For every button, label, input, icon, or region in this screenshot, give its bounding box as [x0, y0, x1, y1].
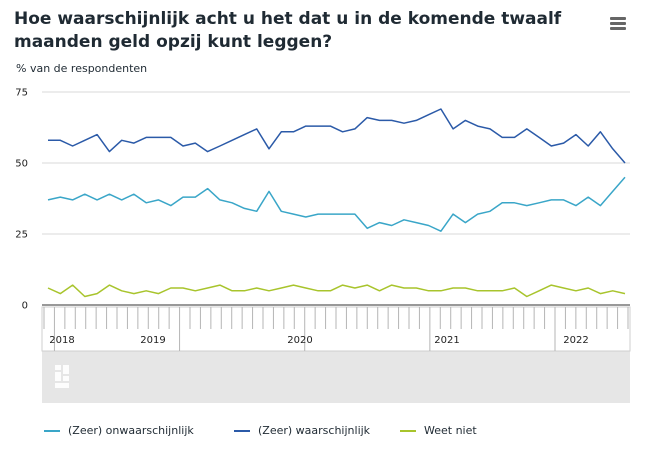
cbs-logo-icon — [55, 365, 69, 388]
navigator-year-label: 2018 — [49, 335, 74, 346]
series-lines — [47, 108, 626, 298]
series-line — [48, 108, 626, 164]
legend-swatch — [44, 429, 60, 432]
legend-item-onwaarschijnlijk[interactable]: (Zeer) onwaarschijnlijk — [44, 424, 194, 437]
legend-item-waarschijnlijk[interactable]: (Zeer) waarschijnlijk — [234, 424, 370, 437]
legend-swatch — [234, 429, 250, 432]
legend-label: (Zeer) waarschijnlijk — [258, 424, 371, 437]
y-tick-label: 0 — [22, 301, 28, 312]
series-line — [47, 284, 626, 298]
legend-swatch — [400, 429, 416, 432]
navigator-year-label: 2019 — [140, 335, 165, 346]
navigator-year-label: 2020 — [287, 335, 312, 346]
legend: (Zeer) onwaarschijnlijk (Zeer) waarschij… — [0, 424, 646, 444]
y-tick-label: 25 — [15, 230, 28, 241]
legend-label: Weet niet — [424, 424, 477, 437]
logo-block — [63, 365, 69, 374]
navigator: 2018 2019 2020 2021 2022 — [41, 306, 631, 403]
y-tick-label: 75 — [15, 88, 28, 99]
logo-block — [55, 383, 69, 388]
y-tick-label: 50 — [15, 159, 28, 170]
legend-label: (Zeer) onwaarschijnlijk — [68, 424, 194, 437]
navigator-year-label: 2022 — [563, 335, 588, 346]
grid-lines — [42, 91, 630, 306]
series-line — [47, 176, 626, 232]
hamburger-menu-icon[interactable] — [610, 17, 626, 31]
chart-title: Hoe waarschijnlijk acht u het dat u in d… — [14, 9, 562, 52]
legend-item-weet-niet[interactable]: Weet niet — [400, 424, 477, 437]
navigator-year-label: 2021 — [434, 335, 459, 346]
logo-block — [63, 376, 69, 381]
logo-block — [55, 372, 61, 381]
chart-subtitle: % van de respondenten — [16, 62, 148, 75]
logo-block — [55, 365, 61, 370]
y-axis-ticks: 0 25 50 75 — [15, 88, 28, 312]
